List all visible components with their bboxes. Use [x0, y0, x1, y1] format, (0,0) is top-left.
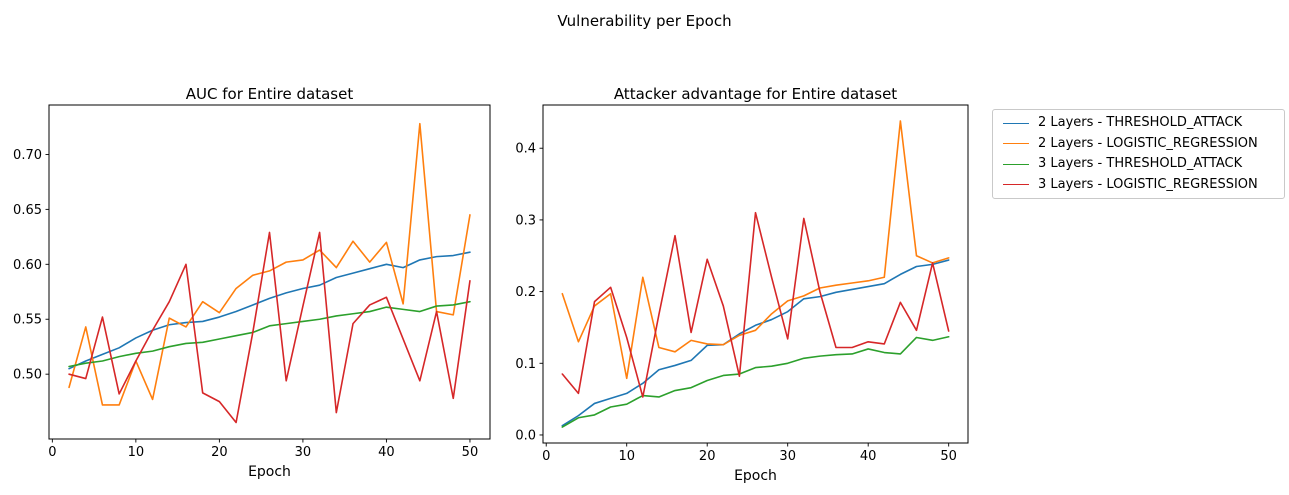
- chart-auc-plot: 0 10 20 30 40 50 0.50 0.55 0.60 0.65 0.70: [13, 104, 491, 460]
- chart-attacker-advantage: Attacker advantage for Entire dataset 0 1…: [515, 0, 990, 495]
- x-tick-label: 20: [211, 445, 228, 460]
- x-tick-label: 30: [779, 449, 796, 464]
- legend-item-label: 3 Layers - THRESHOLD_ATTACK: [1038, 156, 1243, 172]
- series-line-3-layers-threshold-attack: [68, 300, 471, 368]
- legend-line-sample: [1003, 163, 1029, 165]
- y-tick-label: 0.1: [515, 357, 536, 372]
- series-line-2-layers-logistic-regression: [561, 120, 950, 380]
- y-tick-label: 0.2: [515, 285, 536, 300]
- series-line-2-layers-threshold-attack: [561, 259, 950, 427]
- x-tick-label: 40: [378, 445, 395, 460]
- chart-attacker-advantage-xlabel: Epoch: [734, 468, 777, 484]
- y-tick-label: 0.65: [13, 203, 42, 218]
- legend-item-0: 2 Layers - THRESHOLD_ATTACK: [993, 115, 1284, 131]
- series-line-3-layers-logistic-regression: [68, 231, 471, 424]
- x-tick-label: 30: [295, 445, 312, 460]
- x-tick-label: 10: [128, 445, 145, 460]
- legend-item-1: 2 Layers - LOGISTIC_REGRESSION: [993, 136, 1284, 152]
- chart-auc-xlabel: Epoch: [248, 464, 291, 480]
- x-tick-label: 10: [618, 449, 635, 464]
- series-line-2-layers-threshold-attack: [68, 251, 471, 370]
- chart-auc-title: AUC for Entire dataset: [185, 85, 354, 103]
- figure-suptitle: Vulnerability per Epoch: [557, 12, 732, 30]
- y-tick-label: 0.3: [515, 213, 536, 228]
- x-tick-label: 50: [462, 445, 479, 460]
- y-tick-label: 0.60: [13, 258, 42, 273]
- legend-item-2: 3 Layers - THRESHOLD_ATTACK: [993, 156, 1284, 172]
- series-line-3-layers-logistic-regression: [561, 211, 950, 398]
- y-tick-label: 0.55: [13, 313, 42, 328]
- plot-border: [542, 104, 969, 444]
- legend-line-sample: [1003, 122, 1029, 124]
- legend-line-sample: [1003, 143, 1029, 145]
- series-line-3-layers-threshold-attack: [561, 335, 950, 428]
- y-tick-label: 0.70: [13, 148, 42, 163]
- x-tick-label: 50: [940, 449, 957, 464]
- legend: 2 Layers - THRESHOLD_ATTACK 2 Layers - LO…: [992, 109, 1285, 199]
- legend-item-label: 3 Layers - LOGISTIC_REGRESSION: [1038, 176, 1258, 192]
- x-tick-label: 20: [699, 449, 716, 464]
- y-tick-label: 0.4: [515, 142, 536, 157]
- legend-item-label: 2 Layers - THRESHOLD_ATTACK: [1038, 115, 1243, 131]
- legend-item-3: 3 Layers - LOGISTIC_REGRESSION: [993, 177, 1284, 193]
- y-tick-label: 0.0: [515, 428, 536, 443]
- y-tick-label: 0.50: [13, 368, 42, 383]
- x-tick-label: 0: [48, 445, 56, 460]
- legend-line-sample: [1003, 184, 1029, 186]
- plot-border: [48, 104, 491, 440]
- legend-item-label: 2 Layers - LOGISTIC_REGRESSION: [1038, 135, 1258, 151]
- x-tick-label: 40: [860, 449, 877, 464]
- chart-attacker-advantage-title: Attacker advantage for Entire dataset: [613, 85, 898, 103]
- chart-auc: AUC for Entire dataset 0 10 20 30 40 50 0.50 0.…: [0, 0, 512, 495]
- chart-attacker-advantage-plot: 0 10 20 30 40 50 0.0 0.1 0.2 0.3 0.4: [515, 104, 969, 464]
- x-tick-label: 0: [542, 449, 550, 464]
